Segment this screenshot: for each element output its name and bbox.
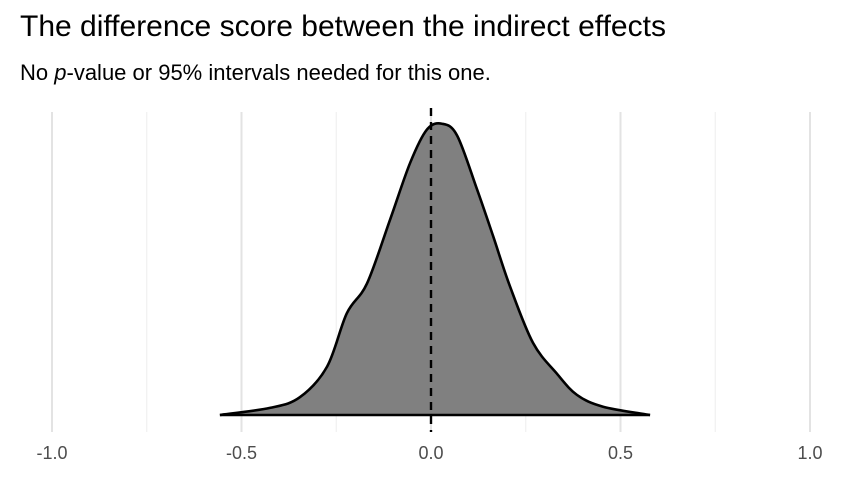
x-tick-label: 1.0: [797, 443, 822, 463]
chart-title: The difference score between the indirec…: [20, 10, 666, 43]
density-curve: [219, 122, 651, 417]
x-tick-label: 0.5: [608, 443, 633, 463]
x-tick-label: 0.0: [418, 443, 443, 463]
density-area: [219, 123, 651, 415]
subtitle-italic-p: p: [54, 60, 67, 85]
subtitle-part: -value or 95% intervals needed for this …: [66, 60, 491, 85]
chart-subtitle: No p-value or 95% intervals needed for t…: [20, 60, 491, 86]
x-tick-label: -0.5: [226, 443, 257, 463]
x-tick-label: -1.0: [36, 443, 67, 463]
subtitle-part: No: [20, 60, 55, 85]
